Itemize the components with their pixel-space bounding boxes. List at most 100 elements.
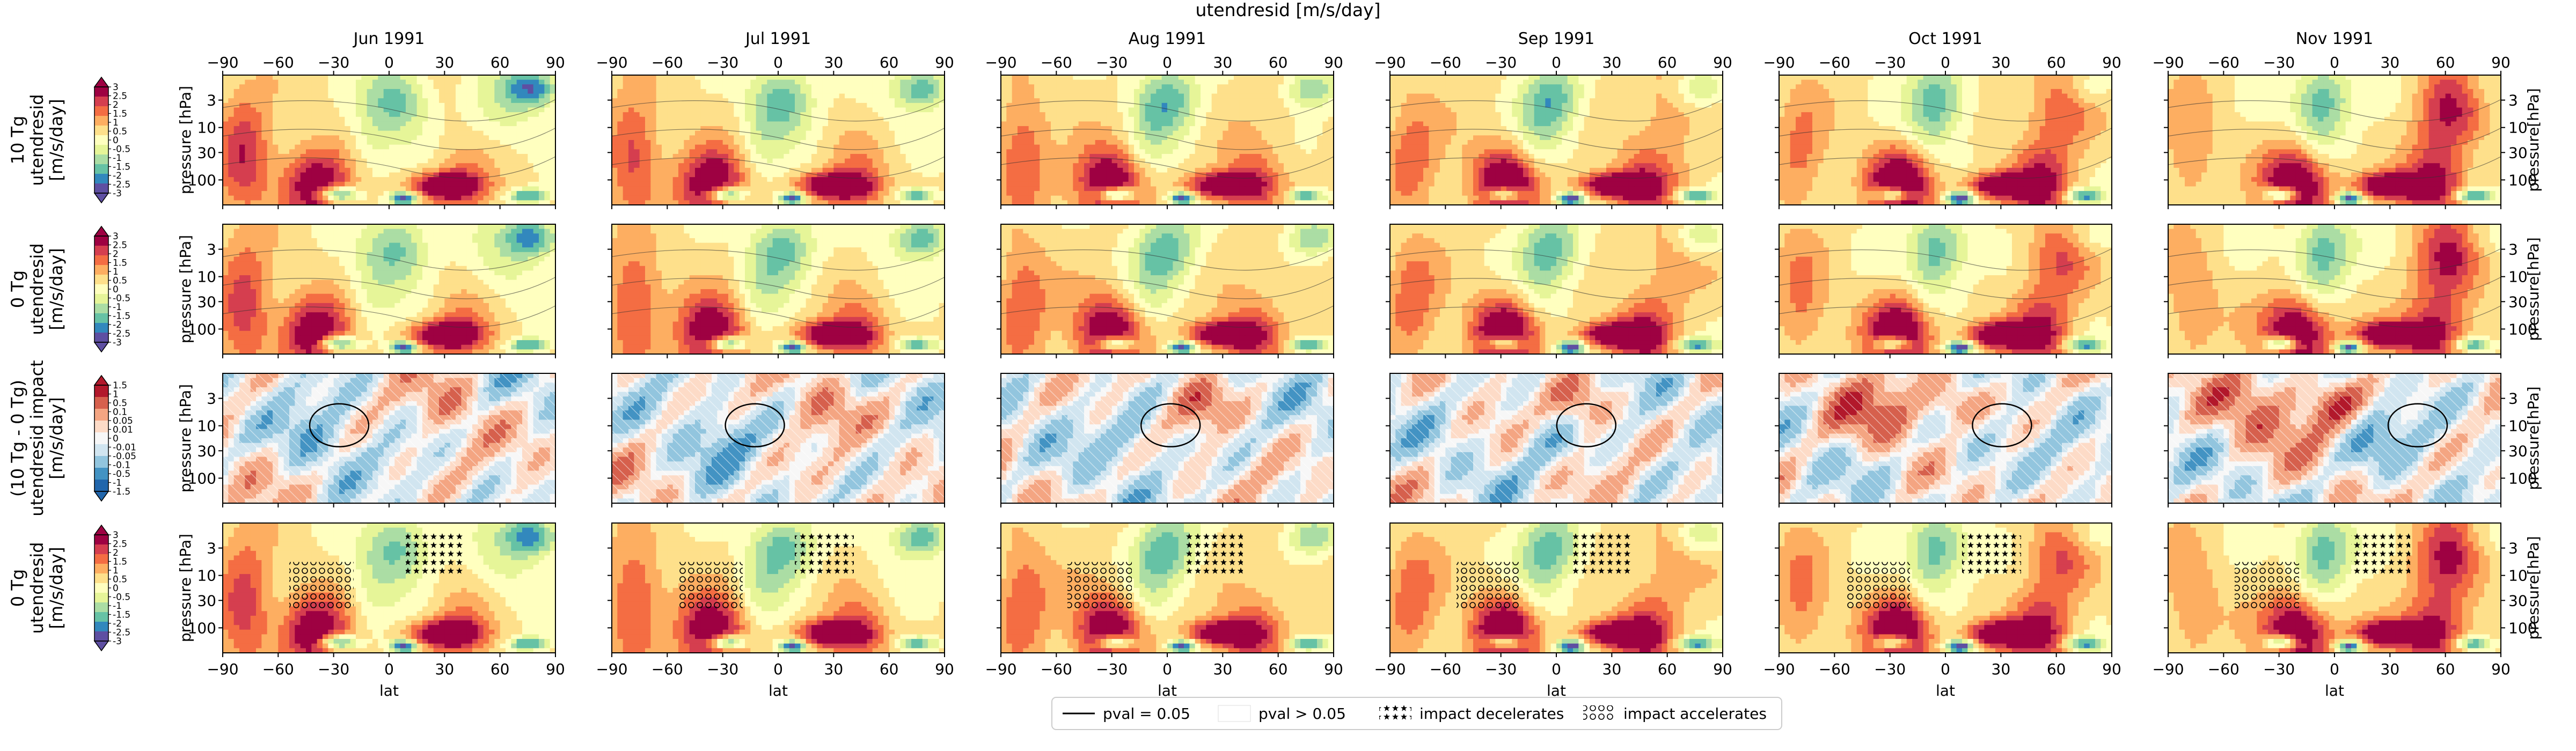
heat-cell [706,117,712,122]
heat-cell [845,103,851,108]
heat-cell [628,112,634,117]
heat-cell [500,182,506,187]
heat-cell [422,154,428,159]
heat-cell [406,154,412,159]
heat-cell [384,154,390,159]
heat-cell [273,145,279,150]
heat-cell [394,145,400,150]
heat-cell [712,103,718,108]
heat-cell [873,89,879,94]
heat-cell [656,145,662,150]
heat-cell [228,117,234,122]
heat-cell [450,186,456,191]
heat-cell [234,131,240,136]
heat-cell [223,75,229,80]
heat-cell [612,154,618,159]
colorbar-segment [94,313,108,323]
heat-cell [895,89,901,94]
colorbar-segment [94,444,108,457]
heat-cell [411,121,417,126]
heat-cell [478,182,484,187]
heat-cell [400,75,406,80]
heat-cell [817,121,823,126]
heat-cell [289,94,295,99]
heat-cell [773,84,779,89]
heat-cell [278,103,284,108]
heat-cell [273,98,279,103]
heat-cell [234,112,240,117]
heat-cell [239,135,245,140]
heat-cell [350,80,356,85]
row-label-2: (10 Tg - 0 Tg)utendresid impact[m/s/day] [8,360,67,516]
heat-cell [673,84,679,89]
heat-cell [728,131,734,136]
heat-cell [640,149,646,154]
heat-cell [828,145,834,150]
heat-cell [828,108,834,113]
heat-cell [372,103,378,108]
heat-cell [251,75,257,80]
heat-cell [328,121,334,126]
heat-cell [878,98,884,103]
heat-cell [223,121,229,126]
heat-cell [278,117,284,122]
heat-cell [339,94,345,99]
heat-cell [428,103,434,108]
heat-cell [623,108,629,113]
heat-cell [544,94,550,99]
heat-cell [295,75,301,80]
heat-cell [428,191,434,196]
heat-cell [690,103,696,108]
heat-cell [350,112,356,117]
heat-cell [356,140,362,145]
heat-cell [789,145,795,150]
heat-cell [773,117,779,122]
heat-cell [939,103,945,108]
heat-cell [444,121,450,126]
heat-cell [895,149,901,154]
heat-cell [406,121,412,126]
heat-cell [245,121,251,126]
heat-cell [734,108,740,113]
heat-cell [667,121,673,126]
heat-cell [273,94,279,99]
heat-cell [323,80,328,85]
heat-cell [334,149,340,154]
heat-cell [911,75,917,80]
heat-cell [789,135,795,140]
heat-cell [267,191,273,196]
heat-cell [422,163,428,168]
heat-cell [472,98,478,103]
heat-cell [367,168,373,173]
heat-cell [384,121,390,126]
heat-cell [778,89,784,94]
heat-cell [617,89,623,94]
heat-cell [261,154,267,159]
heat-cell [273,131,279,136]
heat-cell [434,75,440,80]
heat-cell [339,89,345,94]
heat-cell [750,117,756,122]
heat-cell [750,80,756,85]
heat-cell [456,112,462,117]
heat-cell [323,84,328,89]
heat-cell [394,80,400,85]
heat-cell [406,98,412,103]
heat-cell [533,75,539,80]
heat-cell [284,149,290,154]
heat-cell [662,154,668,159]
heat-cell [478,103,484,108]
heat-cell [933,145,939,150]
heat-cell [456,149,462,154]
heat-cell [406,108,412,113]
heat-cell [284,131,290,136]
heat-cell [640,108,646,113]
heat-cell [284,89,290,94]
heat-cell [484,89,489,94]
heat-cell [389,173,395,178]
heat-cell [478,112,484,117]
heat-cell [740,108,745,113]
heat-cell [467,186,473,191]
heat-cell [923,154,928,159]
heat-cell [467,108,473,113]
